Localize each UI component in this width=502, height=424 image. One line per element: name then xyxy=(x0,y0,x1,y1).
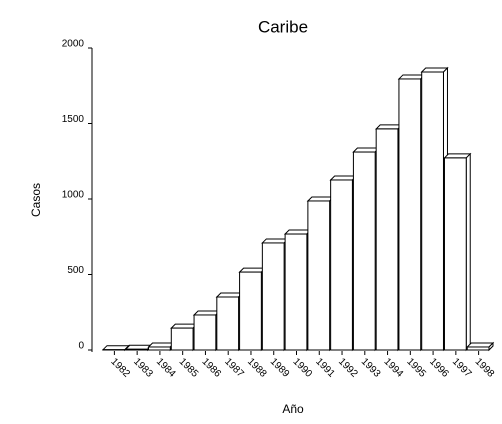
bar xyxy=(193,314,217,351)
bar xyxy=(352,151,376,351)
x-tick-label: 1990 xyxy=(291,356,315,380)
x-tick-label: 1987 xyxy=(222,356,246,380)
x-tick-label: 1986 xyxy=(199,356,223,380)
bar xyxy=(284,233,308,351)
y-tick-label: 1500 xyxy=(62,114,85,125)
x-tick-label: 1988 xyxy=(245,356,269,380)
y-tick-label: 500 xyxy=(67,265,84,276)
y-axis-label: Casos xyxy=(29,183,43,217)
y-tick-label: 1000 xyxy=(62,190,85,201)
x-tick-label: 1993 xyxy=(359,356,383,380)
bar-side xyxy=(465,152,471,352)
bar xyxy=(261,242,285,351)
chart-title: Caribe xyxy=(258,17,308,36)
x-tick-label: 1994 xyxy=(382,356,406,380)
bar xyxy=(421,71,444,351)
bar xyxy=(170,327,194,351)
y-tick-label: 0 xyxy=(78,341,84,352)
x-tick-label: 1995 xyxy=(404,356,428,380)
bar xyxy=(307,200,331,351)
x-tick-label: 1992 xyxy=(336,356,360,380)
bar xyxy=(375,128,399,351)
bar xyxy=(216,296,240,351)
y-tick-label: 2000 xyxy=(62,39,85,50)
bar xyxy=(398,78,422,351)
bar xyxy=(330,179,353,351)
x-axis-label: Año xyxy=(282,402,304,416)
x-tick-label: 1984 xyxy=(154,356,178,380)
x-tick-label: 1991 xyxy=(313,356,337,380)
x-tick-label: 1998 xyxy=(473,356,497,380)
bar xyxy=(125,348,149,351)
bar xyxy=(466,346,490,351)
bar xyxy=(148,346,171,351)
bar xyxy=(239,271,262,351)
bar xyxy=(443,157,467,351)
x-tick-label: 1985 xyxy=(177,356,201,380)
x-tick-label: 1983 xyxy=(131,356,155,380)
x-tick-label: 1982 xyxy=(108,356,132,380)
x-tick-label: 1996 xyxy=(427,356,451,380)
x-tick-label: 1989 xyxy=(268,356,292,380)
x-tick-label: 1997 xyxy=(450,356,474,380)
